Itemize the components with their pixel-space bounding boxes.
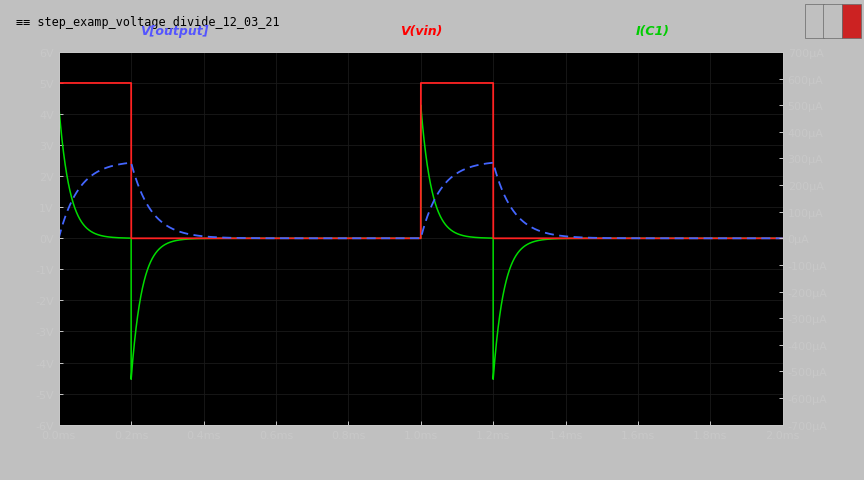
FancyBboxPatch shape — [842, 5, 861, 39]
Text: V[output]: V[output] — [140, 25, 209, 38]
Text: ≡≡ step_examp_voltage_divide_12_03_21: ≡≡ step_examp_voltage_divide_12_03_21 — [16, 15, 279, 29]
FancyBboxPatch shape — [805, 5, 824, 39]
FancyBboxPatch shape — [823, 5, 842, 39]
Text: V(vin): V(vin) — [399, 25, 442, 38]
Text: I(C1): I(C1) — [635, 25, 670, 38]
